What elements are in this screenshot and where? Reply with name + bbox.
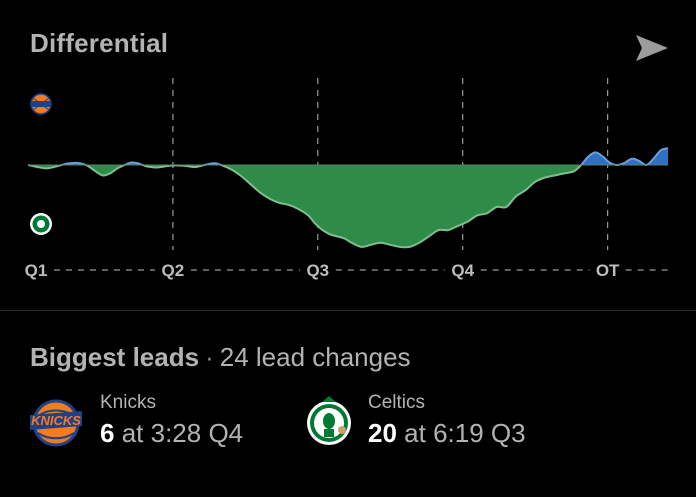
celtics-differential-line bbox=[27, 165, 649, 249]
x-tick-label-q3: Q3 bbox=[306, 261, 329, 280]
knicks-lead-area bbox=[28, 148, 668, 165]
knicks-lead-value: 6 bbox=[100, 418, 115, 448]
biggest-leads-label: Biggest leads bbox=[30, 342, 200, 372]
x-tick-label-q2: Q2 bbox=[162, 261, 185, 280]
knicks-lead-line: 6 at 3:28 Q4 bbox=[100, 418, 243, 449]
lead-changes-count: 24 lead changes bbox=[219, 342, 411, 372]
header-separator: · bbox=[205, 342, 214, 372]
knicks-lead-detail: at 3:28 Q4 bbox=[121, 418, 244, 448]
celtics-lead-detail: at 6:19 Q3 bbox=[404, 418, 526, 448]
svg-text:KNICKS: KNICKS bbox=[31, 413, 81, 428]
differential-chart: Q1 Q2 Q3 Q4 OT bbox=[25, 78, 669, 280]
biggest-leads-header: Biggest leads · 24 lead changes bbox=[30, 342, 411, 373]
knicks-differential-line bbox=[28, 147, 669, 165]
chart-x-ticks: Q1 Q2 Q3 Q4 OT bbox=[25, 261, 620, 280]
celtics-lead-line: 20 at 6:19 Q3 bbox=[368, 418, 526, 449]
x-tick-label-q1: Q1 bbox=[25, 261, 48, 280]
celtics-axis-logo bbox=[30, 213, 52, 235]
x-tick-label-q4: Q4 bbox=[451, 261, 474, 280]
chart-series bbox=[27, 147, 669, 249]
celtics-lead-area bbox=[28, 165, 668, 248]
x-tick-label-ot: OT bbox=[596, 261, 620, 280]
knicks-axis-logo bbox=[30, 93, 52, 115]
card-title: Differential bbox=[30, 28, 169, 58]
knicks-logo-icon: KNICKS bbox=[30, 399, 82, 447]
celtics-logo-icon bbox=[307, 396, 351, 445]
section-divider bbox=[0, 310, 696, 311]
celtics-lead-value: 20 bbox=[368, 418, 397, 448]
share-arrow-icon[interactable] bbox=[634, 32, 670, 64]
celtics-team-name: Celtics bbox=[368, 392, 426, 413]
knicks-team-name: Knicks bbox=[100, 392, 156, 413]
